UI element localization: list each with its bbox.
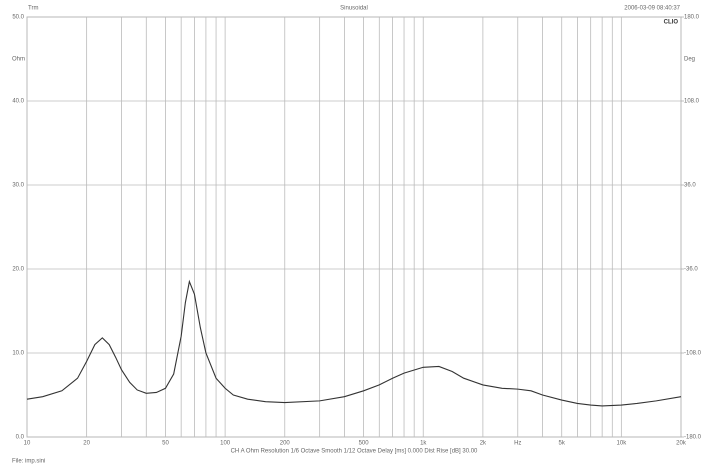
y2-axis-label: Deg xyxy=(684,57,695,63)
x-tick-label: 10k xyxy=(617,441,628,447)
x-tick-label: 500 xyxy=(359,441,370,447)
y-tick-label: 10.0 xyxy=(12,351,24,357)
timestamp: 2006-03-09 08:40:37 xyxy=(624,6,680,12)
x-tick-label: 50 xyxy=(162,441,169,447)
footer: CH A Ohm Resolution 1/6 Octave Smooth 1/… xyxy=(231,449,478,455)
y-tick-label: 50.0 xyxy=(12,15,24,21)
y-tick-label: 0.0 xyxy=(16,435,25,441)
y2-tick-label: -36.0 xyxy=(684,267,698,273)
x-tick-label: 200 xyxy=(280,441,291,447)
x-tick-label: 20k xyxy=(676,441,687,447)
x-tick-label: 20 xyxy=(83,441,90,447)
y2-tick-label: -180.0 xyxy=(684,435,702,441)
y2-tick-label: -108.0 xyxy=(684,351,702,357)
y2-tick-label: 36.0 xyxy=(684,183,696,189)
y2-tick-label: 180.0 xyxy=(684,15,700,21)
x-tick-label: 100 xyxy=(220,441,231,447)
x-tick-label: 1k xyxy=(420,441,427,447)
file-label: File: imp.sini xyxy=(12,459,45,465)
y2-tick-label: 108.0 xyxy=(684,99,700,105)
chart-title: Sinusoidal xyxy=(340,6,368,12)
data-line xyxy=(26,279,682,407)
y-tick-label: 40.0 xyxy=(12,99,24,105)
y-tick-label: 30.0 xyxy=(12,183,24,189)
brand: CLIO xyxy=(664,20,679,26)
x-tick-label: 10 xyxy=(24,441,31,447)
x-tick-label: 5k xyxy=(559,441,566,447)
y-axis-label: Ohm xyxy=(12,57,25,63)
x-tick-label: Hz xyxy=(514,441,521,447)
top-left-label: Trm xyxy=(28,6,38,12)
x-tick-label: 2k xyxy=(480,441,487,447)
y-tick-label: 20.0 xyxy=(12,267,24,273)
